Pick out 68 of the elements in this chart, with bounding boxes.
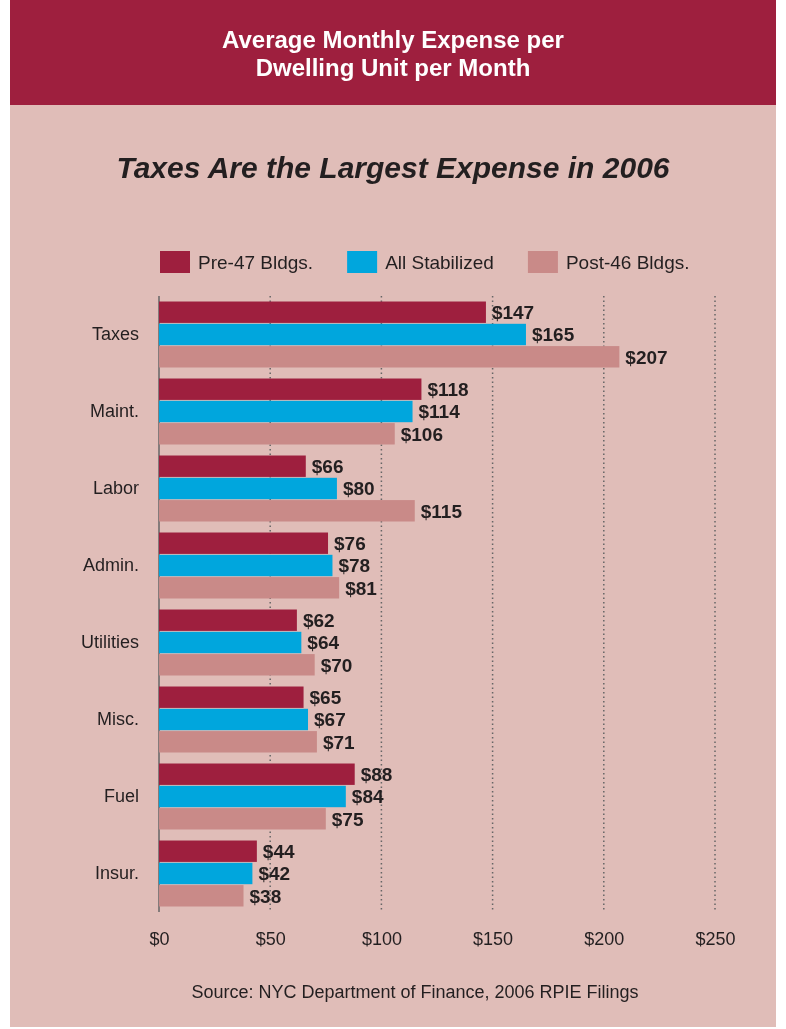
data-label: $70 — [320, 654, 353, 676]
data-label: $44 — [262, 841, 295, 863]
chart-title: Average Monthly Expense per Dwelling Unit per Month — [222, 26, 564, 81]
data-label: $38 — [249, 885, 282, 907]
bar — [159, 763, 355, 785]
data-label: $66 — [311, 456, 344, 478]
legend-label: All Stabilized — [385, 251, 494, 273]
data-label: $106 — [400, 423, 444, 445]
data-label: $118 — [427, 379, 469, 401]
data-label: $76 — [334, 533, 366, 555]
bar — [159, 301, 486, 323]
bar — [159, 346, 620, 368]
data-label: $64 — [307, 632, 340, 654]
bar — [159, 323, 526, 346]
bar — [159, 577, 340, 599]
bar — [159, 500, 415, 522]
data-label: $165 — [531, 324, 575, 346]
bar — [159, 731, 317, 753]
data-label: $65 — [309, 687, 342, 709]
data-label: $67 — [314, 709, 346, 731]
data-label: $88 — [360, 764, 393, 786]
y-tick-label: Maint. — [89, 401, 139, 422]
bar — [159, 785, 346, 808]
bar — [159, 862, 253, 885]
bar — [159, 654, 315, 676]
x-tick-label: $100 — [361, 928, 402, 949]
data-label: $62 — [302, 610, 335, 632]
x-tick-label: $0 — [149, 928, 170, 949]
data-label: $115 — [420, 500, 463, 522]
bar — [159, 423, 395, 445]
y-tick-label: Misc. — [97, 709, 139, 730]
data-label: $75 — [331, 808, 364, 830]
data-label: $78 — [338, 555, 371, 577]
data-label: $207 — [625, 346, 668, 368]
x-tick-label: $200 — [584, 928, 625, 949]
data-label: $84 — [351, 786, 384, 808]
bar — [159, 631, 302, 654]
x-tick-label: $50 — [255, 928, 286, 949]
x-tick-label: $150 — [473, 928, 514, 949]
bar — [159, 686, 304, 708]
data-label: $81 — [345, 577, 378, 599]
bar — [159, 554, 333, 577]
y-tick-label: Taxes — [91, 324, 139, 345]
data-label: $42 — [258, 863, 291, 885]
bar — [159, 455, 306, 477]
legend-label: Post-46 Bldgs. — [565, 251, 690, 273]
bar — [159, 840, 257, 862]
y-tick-label: Utilities — [80, 632, 139, 653]
data-label: $71 — [322, 731, 356, 753]
y-tick-label: Insur. — [94, 863, 139, 884]
data-label: $80 — [342, 478, 375, 500]
data-label: $114 — [418, 401, 461, 423]
y-tick-label: Admin. — [82, 555, 139, 576]
bar — [159, 532, 329, 554]
bar — [159, 609, 297, 631]
y-tick-label: Fuel — [103, 786, 139, 807]
data-label: $147 — [491, 302, 535, 324]
bar — [159, 378, 422, 400]
y-tick-label: Labor — [92, 478, 139, 499]
x-tick-label: $250 — [695, 928, 736, 949]
source-note: Source: NYC Department of Finance, 2006 RPIE Filings — [191, 982, 639, 1002]
chart-subtitle: Taxes Are the Largest Expense in 2006 — [116, 151, 670, 184]
bar — [159, 477, 337, 500]
bar — [159, 400, 413, 423]
bar — [159, 885, 244, 907]
bar — [159, 708, 309, 731]
legend-label: Pre-47 Bldgs. — [198, 251, 314, 273]
bar — [159, 808, 326, 830]
